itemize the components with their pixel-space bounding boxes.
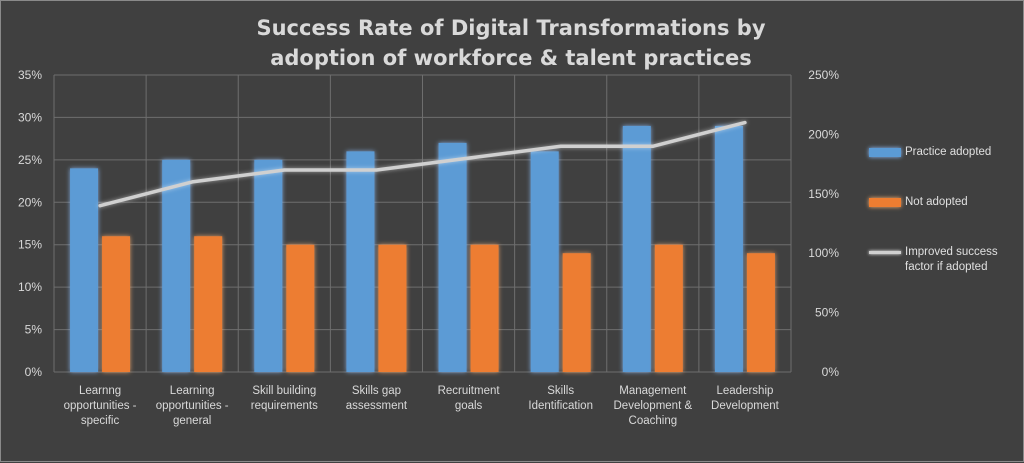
bars bbox=[70, 125, 775, 373]
x-category-label-line: Learning bbox=[170, 385, 215, 397]
legend-swatch-success-factor bbox=[869, 251, 901, 254]
x-category-label-line: Skill building bbox=[252, 385, 316, 397]
x-category-label-line: assessment bbox=[346, 400, 408, 412]
x-category-label-line: Skills bbox=[547, 385, 574, 397]
y-left-tick-label: 5% bbox=[25, 323, 43, 337]
x-category-label: Leadership Development bbox=[711, 385, 780, 412]
legend-label-success-factor: Improved success factor if adopted bbox=[905, 245, 1019, 275]
bar-not-adopted bbox=[746, 253, 775, 372]
bar-not-adopted bbox=[286, 244, 315, 372]
bar-not-adopted bbox=[654, 244, 683, 372]
x-category-label-line: Coaching bbox=[629, 415, 678, 427]
line-improved-success-factor bbox=[98, 120, 747, 208]
y-left-tick-label: 20% bbox=[18, 195, 42, 209]
x-category-label: Skill building requirements bbox=[251, 385, 318, 412]
x-category-label-line: specific bbox=[81, 415, 120, 427]
x-category-label-line: Management bbox=[619, 385, 687, 397]
y-right-tick-label: 0% bbox=[822, 365, 840, 379]
y-right-tick-label: 200% bbox=[808, 127, 839, 141]
y-left-tick-label: 25% bbox=[18, 153, 42, 167]
bar-not-adopted bbox=[378, 244, 407, 372]
x-category-label-line: Recruitment bbox=[438, 385, 501, 397]
bar-practice-adopted bbox=[70, 168, 99, 372]
x-category-label-line: opportunities - bbox=[156, 400, 229, 412]
y-right-tick-label: 100% bbox=[808, 246, 839, 260]
y-left-tick-label: 10% bbox=[18, 280, 42, 294]
x-category-label: Learnng opportunities - specific bbox=[64, 385, 137, 427]
bar-practice-adopted bbox=[714, 125, 743, 373]
y-right-tick-label: 50% bbox=[815, 306, 839, 320]
y-left-tick-label: 35% bbox=[18, 68, 42, 82]
x-category-label-line: Development & bbox=[614, 400, 693, 412]
success-factor-line bbox=[98, 120, 747, 208]
x-category-label-line: Learnng bbox=[79, 385, 121, 397]
y-left-tick-label: 0% bbox=[25, 365, 43, 379]
x-category-label: Skills Identification bbox=[528, 385, 593, 412]
legend-swatch-practice-adopted bbox=[869, 148, 901, 157]
legend-label-success-factor-line-1: Improved success bbox=[905, 246, 998, 258]
chart-title-line-1: Success Rate of Digital Transformations … bbox=[256, 16, 766, 40]
bar-practice-adopted bbox=[438, 142, 467, 372]
x-category-label: Skills gap assessment bbox=[346, 385, 408, 412]
x-category-label: Recruitment goals bbox=[438, 385, 501, 412]
legend-label-success-factor-line-2: factor if adopted bbox=[905, 261, 988, 273]
bar-practice-adopted bbox=[346, 151, 375, 372]
bar-not-adopted bbox=[562, 253, 591, 372]
y-left-tick-label: 15% bbox=[18, 238, 42, 252]
x-category-label: Management Development & Coaching bbox=[614, 385, 693, 427]
x-category-label: Learning opportunities - general bbox=[156, 385, 229, 427]
x-category-label-line: Leadership bbox=[716, 385, 773, 397]
bar-not-adopted bbox=[102, 236, 131, 372]
x-category-label-line: goals bbox=[455, 400, 483, 412]
x-category-label-line: opportunities - bbox=[64, 400, 137, 412]
bar-not-adopted bbox=[470, 244, 499, 372]
x-category-label-line: Skills gap bbox=[352, 385, 401, 397]
x-category-label-line: requirements bbox=[251, 400, 318, 412]
x-category-label-line: Identification bbox=[528, 400, 593, 412]
legend-label-not-adopted: Not adopted bbox=[905, 196, 968, 208]
y-left-tick-label: 30% bbox=[18, 110, 42, 124]
bar-not-adopted bbox=[194, 236, 223, 372]
legend-label-practice-adopted: Practice adopted bbox=[905, 146, 992, 158]
y-right-tick-label: 150% bbox=[808, 187, 839, 201]
bar-practice-adopted bbox=[254, 159, 283, 372]
axis-labels: 0% 5% 10% 15% 20% 25% 30% 35% 0% 50% 100% 150% 200% 2… bbox=[18, 68, 839, 427]
x-category-label-line: Development bbox=[711, 400, 780, 412]
bar-practice-adopted bbox=[530, 151, 559, 372]
bar-practice-adopted bbox=[162, 159, 191, 372]
chart-title-line-2: adoption of workforce & talent practices bbox=[270, 46, 752, 70]
bar-practice-adopted bbox=[622, 125, 651, 373]
chart-title: Success Rate of Digital Transformations … bbox=[181, 13, 841, 73]
y-right-tick-label: 250% bbox=[808, 68, 839, 82]
x-category-label-line: general bbox=[173, 415, 211, 427]
legend-swatch-not-adopted bbox=[869, 198, 901, 207]
